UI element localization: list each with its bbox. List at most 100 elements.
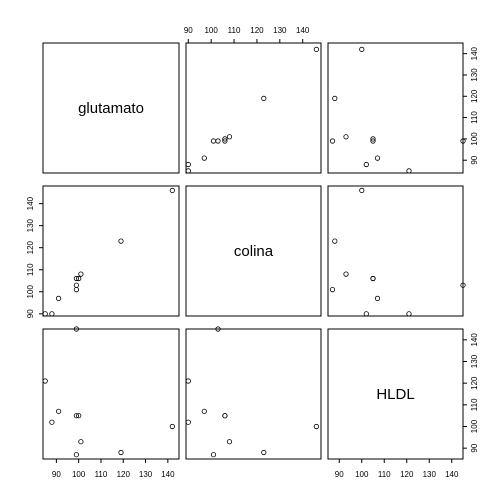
- point-1-2-5: [460, 282, 466, 288]
- point-0-1-1: [261, 95, 267, 102]
- point-0-2-8: [363, 161, 369, 168]
- tick-label-right-HLDL-1: 100: [470, 419, 479, 433]
- tick-label-bottom-glutamato-1: 100: [72, 470, 86, 479]
- panel-frame-0-1: [185, 42, 322, 174]
- tick-label-left-colina-4: 130: [26, 218, 35, 232]
- point-2-0-5: [73, 326, 80, 332]
- point-0-2-4: [370, 138, 376, 144]
- tick-label-bottom-HLDL-2: 110: [378, 470, 391, 479]
- tick-label-right-HLDL-5: 140: [470, 333, 479, 347]
- tick-label-right-HLDL-2: 110: [470, 398, 479, 411]
- point-2-1-0: [313, 423, 319, 430]
- point-0-2-3: [370, 136, 376, 142]
- point-0-1-3: [222, 136, 228, 142]
- tick-label-right-HLDL-0: 90: [470, 443, 479, 452]
- point-2-0-2: [78, 439, 84, 445]
- tick-label-right-glutamato-4: 130: [470, 68, 479, 82]
- point-0-1-8: [185, 161, 191, 168]
- point-0-1-9: [185, 168, 191, 174]
- point-2-0-1: [118, 449, 124, 456]
- point-0-1-7: [201, 155, 207, 161]
- point-1-2-0: [359, 187, 365, 193]
- tick-label-bottom-glutamato-4: 130: [139, 470, 153, 479]
- variable-label-colina: colina: [234, 243, 274, 260]
- tick-label-bottom-HLDL-0: 90: [335, 470, 344, 479]
- tick-label-top-colina-2: 110: [228, 26, 241, 35]
- point-2-0-3: [76, 413, 82, 419]
- tick-label-bottom-glutamato-2: 110: [95, 470, 108, 479]
- tick-label-top-colina-5: 140: [296, 26, 310, 35]
- point-0-1-6: [210, 138, 217, 144]
- tick-label-right-HLDL-4: 130: [470, 354, 479, 368]
- point-2-0-4: [73, 413, 80, 419]
- tick-label-right-glutamato-2: 110: [470, 111, 479, 124]
- tick-label-bottom-glutamato-5: 140: [161, 470, 175, 479]
- point-2-0-9: [42, 378, 48, 384]
- tick-label-top-colina-0: 90: [184, 26, 193, 35]
- tick-label-left-colina-1: 100: [26, 285, 35, 299]
- tick-label-bottom-glutamato-3: 120: [117, 470, 131, 479]
- panel-frame-0-0: [42, 42, 180, 174]
- tick-label-top-colina-3: 120: [250, 26, 264, 35]
- panel-frame-1-0: [42, 185, 180, 317]
- point-0-1-2: [226, 134, 233, 140]
- point-0-1-0: [313, 46, 319, 53]
- point-0-2-1: [332, 95, 338, 102]
- tick-label-top-colina-1: 100: [204, 26, 218, 35]
- point-1-2-9: [406, 311, 412, 317]
- point-0-1-4: [222, 138, 228, 144]
- point-1-0-6: [73, 286, 80, 293]
- tick-label-left-colina-2: 110: [26, 263, 35, 276]
- tick-label-bottom-glutamato-0: 90: [52, 470, 61, 479]
- point-0-1-5: [215, 138, 221, 144]
- tick-label-right-glutamato-3: 120: [470, 89, 479, 103]
- variable-label-HLDL: HLDL: [376, 386, 414, 403]
- point-1-2-1: [332, 238, 338, 244]
- point-2-1-1: [261, 449, 267, 456]
- panel-frame-2-1: [185, 328, 322, 460]
- tick-label-top-colina-4: 130: [273, 26, 287, 35]
- point-2-0-7: [55, 408, 62, 414]
- point-1-2-6: [329, 286, 336, 293]
- tick-label-right-glutamato-5: 140: [470, 46, 479, 60]
- point-0-2-9: [406, 168, 412, 174]
- point-1-0-1: [118, 238, 124, 244]
- tick-label-left-colina-5: 140: [26, 196, 35, 210]
- point-1-2-8: [363, 311, 369, 317]
- point-2-1-4: [222, 413, 228, 419]
- point-1-0-4: [73, 275, 80, 282]
- point-2-0-0: [169, 423, 175, 430]
- point-0-2-7: [374, 155, 381, 161]
- point-1-2-4: [370, 275, 376, 282]
- point-1-0-0: [169, 187, 175, 193]
- point-1-0-7: [55, 295, 62, 301]
- point-2-1-8: [185, 419, 191, 425]
- tick-label-bottom-HLDL-3: 120: [400, 470, 414, 479]
- point-1-0-9: [42, 311, 48, 317]
- point-1-2-7: [374, 295, 381, 301]
- tick-label-bottom-HLDL-4: 130: [423, 470, 437, 479]
- panel-frame-2-0: [42, 328, 180, 460]
- point-2-1-5: [215, 326, 221, 332]
- tick-label-right-glutamato-0: 90: [470, 155, 479, 164]
- panel-frame-1-1: [185, 185, 322, 317]
- tick-label-left-colina-3: 120: [26, 240, 35, 254]
- point-2-0-6: [73, 452, 80, 458]
- point-0-2-0: [359, 46, 365, 53]
- point-2-1-6: [210, 452, 217, 458]
- tick-label-right-HLDL-3: 120: [470, 376, 479, 390]
- panel-frame-2-2: [327, 328, 464, 460]
- point-2-1-9: [185, 378, 191, 384]
- point-0-2-6: [329, 138, 336, 144]
- tick-label-left-colina-0: 90: [26, 309, 35, 318]
- variable-label-glutamato: glutamato: [78, 100, 144, 117]
- tick-label-bottom-HLDL-1: 100: [355, 470, 369, 479]
- point-1-0-2: [78, 271, 84, 277]
- point-1-0-5: [73, 282, 80, 288]
- point-2-1-2: [226, 439, 233, 445]
- point-0-2-2: [343, 134, 349, 140]
- tick-label-right-glutamato-1: 100: [470, 132, 479, 146]
- point-2-0-8: [49, 419, 55, 425]
- point-1-2-2: [343, 271, 349, 277]
